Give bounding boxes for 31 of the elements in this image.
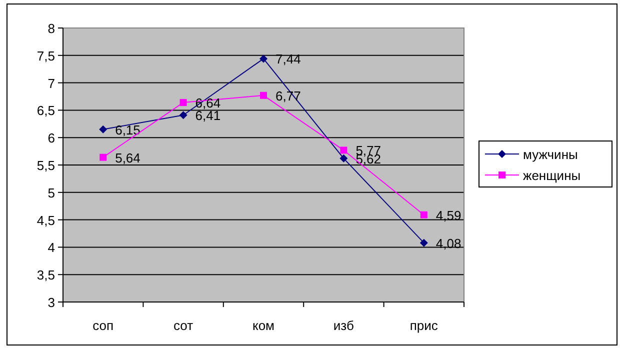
y-tick-label: 5 [48,185,55,200]
legend-label: мужчины [523,147,578,162]
x-tick-label: соп [92,318,114,333]
point [180,99,187,106]
y-tick-label: 6,5 [36,103,55,118]
x-tick-label: изб [333,318,354,333]
data-label: 6,15 [115,122,140,138]
point [100,154,107,161]
point [99,125,108,134]
x-tick-label: прис [410,318,438,333]
point [420,238,428,247]
point [340,146,348,154]
point [420,211,428,218]
point [179,111,188,120]
y-tick-label: 7 [48,76,55,91]
point [340,154,348,162]
y-tick-label: 4,5 [36,212,55,228]
point [260,54,268,63]
y-tick-label: 7,5 [36,48,55,64]
y-tick-label: 5,5 [36,158,55,173]
data-label: 6,41 [195,108,221,124]
y-tick-label: 4 [48,240,55,256]
y-tick-label: 6 [48,130,55,146]
y-tick-label: 3,5 [36,268,55,283]
legend-label: женщины [523,168,581,183]
data-label: 5,64 [115,150,140,166]
x-tick-label: сот [174,318,194,333]
y-tick-label: 3 [48,295,55,310]
x-tick-label: ком [252,318,275,333]
y-tick-label: 8 [48,21,55,36]
point [260,92,267,99]
